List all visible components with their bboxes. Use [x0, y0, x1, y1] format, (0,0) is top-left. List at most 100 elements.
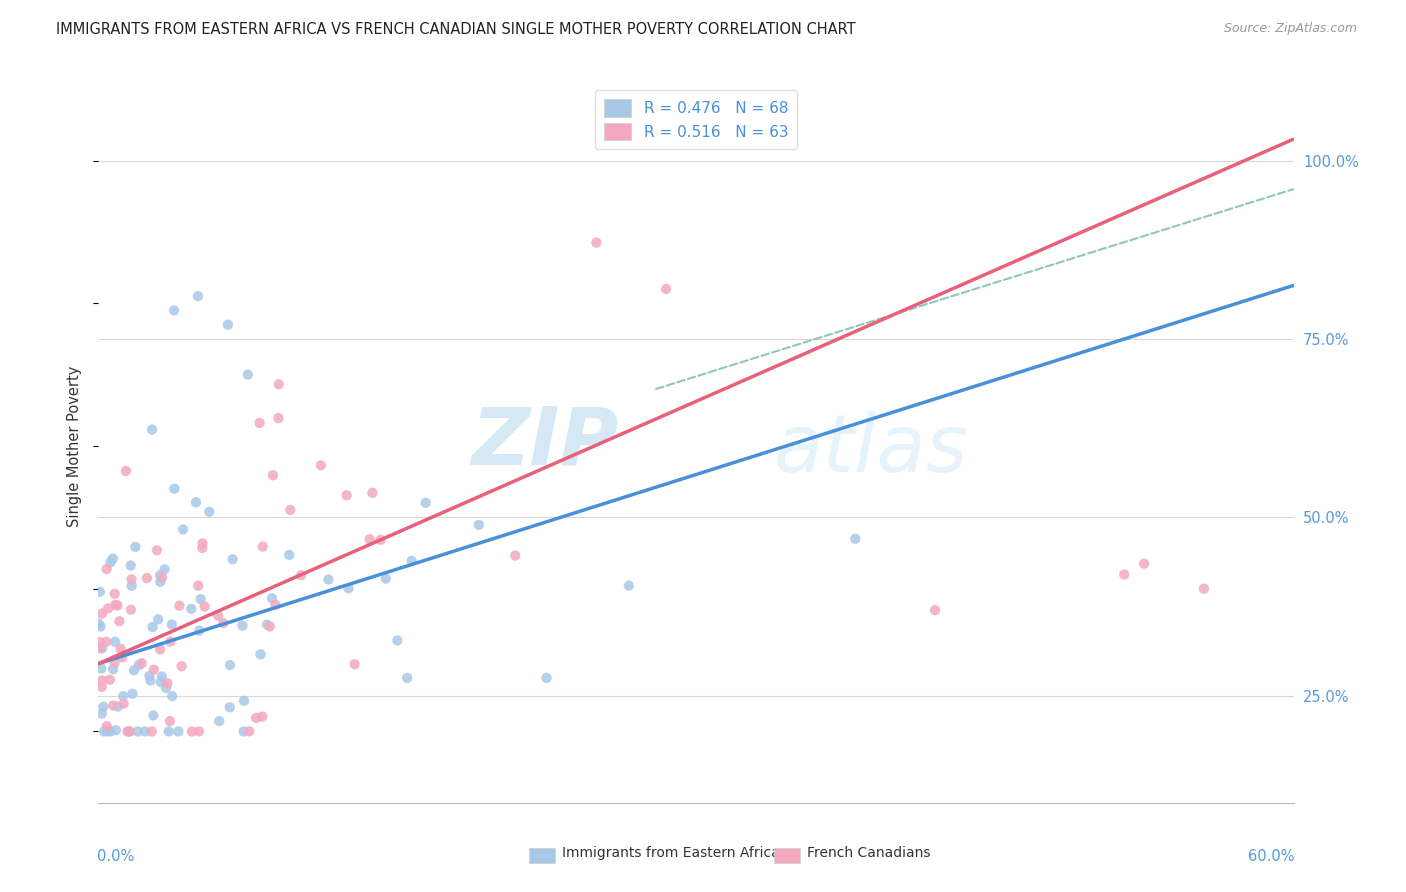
Point [115, 464, 138, 478]
Point [180, 601, 202, 615]
Point [262, 468, 284, 483]
Point [118, 724, 141, 739]
Point [128, 658, 150, 673]
Point [101, 662, 124, 676]
Point [93, 699, 115, 714]
Point [141, 423, 163, 437]
Point [290, 568, 312, 582]
Point [232, 724, 254, 739]
Point [468, 517, 491, 532]
Point [169, 599, 191, 613]
Point [107, 599, 129, 613]
Point [149, 675, 172, 690]
Point [120, 603, 142, 617]
Text: French Canadians: French Canadians [807, 846, 931, 860]
Point [359, 532, 381, 546]
Point [396, 671, 419, 685]
Point [112, 689, 135, 703]
Point [141, 620, 163, 634]
Point [127, 724, 149, 739]
Text: Immigrants from Eastern Africa: Immigrants from Eastern Africa [562, 846, 780, 860]
Point [89, 635, 111, 649]
Point [190, 592, 212, 607]
Point [150, 570, 173, 584]
Text: IMMIGRANTS FROM EASTERN AFRICA VS FRENCH CANADIAN SINGLE MOTHER POVERTY CORRELAT: IMMIGRANTS FROM EASTERN AFRICA VS FRENCH… [56, 22, 856, 37]
Point [218, 700, 240, 714]
Point [90, 680, 112, 694]
Point [89, 584, 111, 599]
Point [387, 633, 409, 648]
Point [236, 368, 259, 382]
Point [89, 619, 111, 633]
Point [96, 634, 118, 648]
Y-axis label: Single Mother Poverty: Single Mother Poverty [67, 366, 83, 526]
Point [1133, 557, 1156, 571]
Text: ZIP: ZIP [471, 403, 619, 482]
Point [249, 416, 271, 430]
Point [157, 724, 180, 739]
Point [208, 714, 231, 728]
Point [231, 618, 253, 632]
Point [336, 488, 359, 502]
Legend: R = 0.476   N = 68, R = 0.516   N = 63: R = 0.476 N = 68, R = 0.516 N = 63 [595, 90, 797, 150]
Point [104, 634, 127, 648]
Point [96, 562, 118, 576]
Point [149, 642, 172, 657]
Point [278, 548, 301, 562]
Point [187, 579, 209, 593]
Point [212, 616, 235, 631]
Point [159, 714, 181, 728]
Point [87, 616, 110, 631]
Point [156, 676, 179, 690]
Point [260, 591, 283, 606]
Point [188, 624, 211, 638]
Point [924, 603, 946, 617]
Point [219, 658, 242, 673]
Point [120, 558, 142, 573]
Point [337, 581, 360, 595]
Point [122, 663, 145, 677]
Point [149, 574, 172, 589]
Point [148, 612, 170, 626]
Point [264, 598, 287, 612]
Point [617, 579, 640, 593]
Point [121, 579, 143, 593]
Point [267, 411, 290, 425]
Point [309, 458, 332, 473]
Point [343, 657, 366, 672]
Point [160, 617, 183, 632]
Point [98, 673, 121, 687]
Point [217, 318, 239, 332]
Point [160, 689, 183, 703]
FancyBboxPatch shape [773, 847, 800, 863]
Point [249, 648, 271, 662]
Point [1114, 567, 1136, 582]
Point [110, 641, 132, 656]
Point [90, 706, 112, 721]
Point [198, 505, 221, 519]
Point [100, 555, 122, 569]
Point [585, 235, 607, 250]
Point [96, 724, 118, 739]
Point [370, 533, 392, 547]
Point [191, 541, 214, 555]
Point [256, 617, 278, 632]
Point [155, 681, 177, 695]
FancyBboxPatch shape [529, 847, 555, 863]
Point [141, 724, 163, 739]
Point [163, 482, 186, 496]
Point [101, 551, 124, 566]
Point [194, 599, 217, 614]
Point [134, 724, 156, 739]
Point [96, 719, 118, 733]
Text: atlas: atlas [773, 410, 969, 489]
Point [91, 641, 114, 656]
Point [142, 708, 165, 723]
Point [153, 562, 176, 576]
Point [655, 282, 678, 296]
Point [93, 724, 115, 739]
Point [142, 663, 165, 677]
Point [361, 486, 384, 500]
Point [89, 640, 111, 655]
Point [221, 552, 243, 566]
